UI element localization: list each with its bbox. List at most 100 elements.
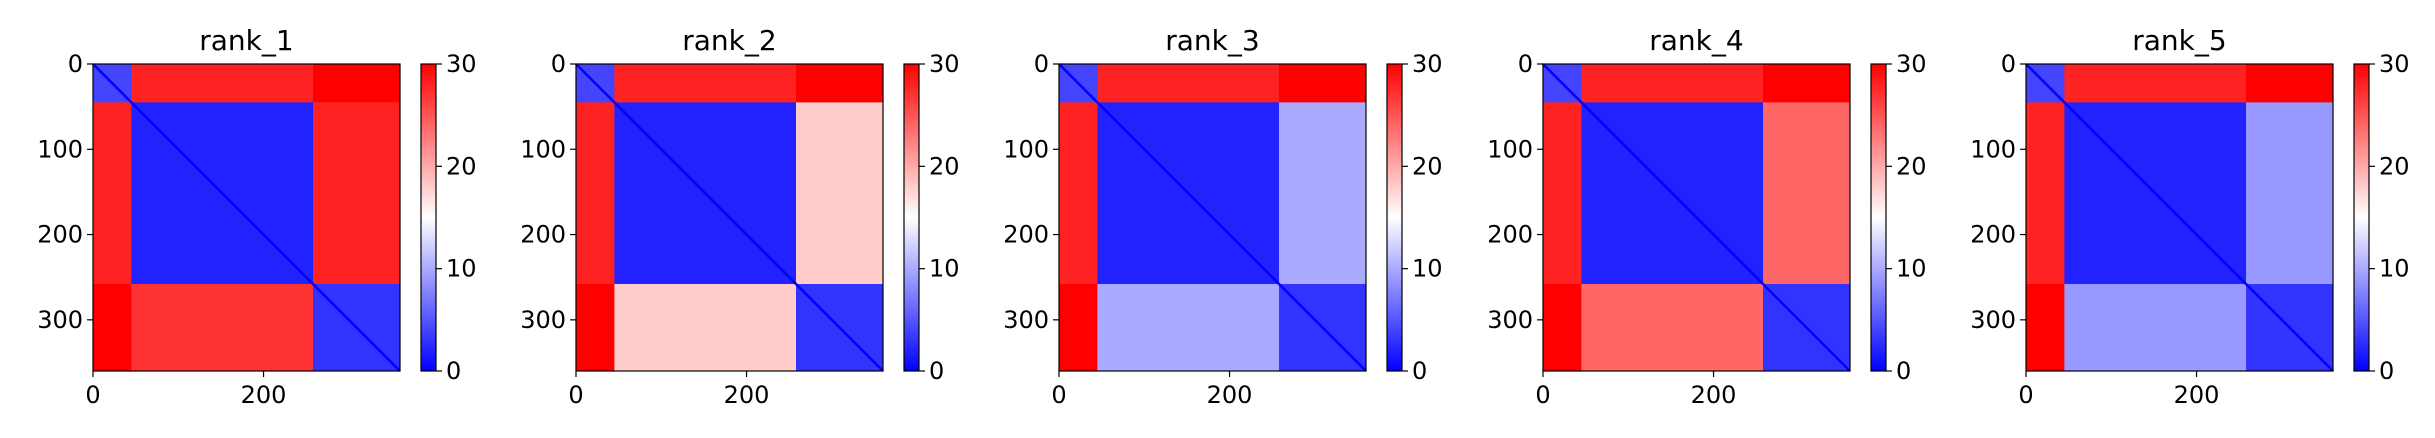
colorbar-tick-label: 10 <box>1896 255 1927 283</box>
heatmap-cell <box>1097 284 1280 372</box>
heatmap-cell <box>1059 102 1098 285</box>
y-tick-label: 0 <box>1034 50 1049 78</box>
panel-rank_4: rank_4 0 100 200 300 0 200 0 10 20 30 <box>1487 24 1926 409</box>
axes-frame <box>2025 63 2334 372</box>
x-tick-label: 200 <box>241 381 287 409</box>
colorbar-tick-label: 0 <box>1412 357 1427 385</box>
heatmap-cell <box>1279 102 1367 285</box>
heatmap-cell <box>2246 102 2334 285</box>
y-tick-label: 0 <box>68 50 83 78</box>
y-tick-label: 200 <box>1970 221 2016 249</box>
heatmap-cell <box>131 64 314 103</box>
colorbar <box>2353 63 2370 372</box>
x-tick-label: 0 <box>85 381 100 409</box>
colorbar <box>903 63 920 372</box>
heatmap-cell <box>2246 64 2334 103</box>
heatmap-diagonal <box>575 63 884 372</box>
colorbar-tick-label: 30 <box>2379 50 2410 78</box>
axes-frame <box>92 63 401 372</box>
panel-title: rank_5 <box>2132 24 2226 57</box>
heatmap-cell <box>2064 284 2247 372</box>
heatmap-cell <box>313 102 401 285</box>
colorbar-tick-label: 10 <box>2379 255 2410 283</box>
x-tick-label: 0 <box>1535 381 1550 409</box>
y-tick-label: 300 <box>520 306 566 334</box>
y-tick-label: 300 <box>1003 306 1049 334</box>
heatmap-cell <box>1543 102 1582 285</box>
heatmap-cell <box>1097 64 1280 103</box>
colorbar-tick-label: 10 <box>446 255 477 283</box>
heatmap-cell <box>1279 64 1367 103</box>
colorbar-tick-label: 10 <box>929 255 960 283</box>
x-tick-label: 200 <box>1691 381 1737 409</box>
panel-rank_5: rank_5 0 100 200 300 0 200 0 10 20 30 <box>1970 24 2409 409</box>
colorbar-tick-label: 20 <box>1896 152 1927 180</box>
axes-frame <box>1542 63 1851 372</box>
y-tick-label: 0 <box>1518 50 1533 78</box>
heatmap-cells <box>576 64 884 372</box>
heatmap-cell <box>796 102 884 285</box>
heatmap-cell <box>1543 284 1582 372</box>
heatmap-cell <box>1581 284 1764 372</box>
colorbar <box>1870 63 1887 372</box>
x-tick-label: 200 <box>1207 381 1253 409</box>
y-tick-label: 0 <box>551 50 566 78</box>
y-tick-label: 300 <box>1970 306 2016 334</box>
y-tick-label: 100 <box>1003 135 1049 163</box>
y-tick-label: 300 <box>1487 306 1533 334</box>
colorbar-tick-label: 20 <box>1412 152 1443 180</box>
panel-title: rank_2 <box>682 24 776 57</box>
colorbar-tick-label: 30 <box>446 50 477 78</box>
colorbar-tick-label: 20 <box>2379 152 2410 180</box>
colorbar <box>420 63 437 372</box>
panel-rank_3: rank_3 0 100 200 300 0 200 0 10 20 30 <box>1003 24 1442 409</box>
colorbar-tick-label: 20 <box>929 152 960 180</box>
heatmap-diagonal <box>1058 63 1367 372</box>
x-tick-label: 0 <box>2018 381 2033 409</box>
panel-title: rank_4 <box>1649 24 1743 57</box>
colorbar-tick-label: 30 <box>1412 50 1443 78</box>
heatmap-diagonal <box>1542 63 1851 372</box>
y-tick-label: 300 <box>37 306 83 334</box>
y-tick-label: 200 <box>1003 221 1049 249</box>
panel-rank_1: rank_1 0 100 200 300 0 200 0 10 20 30 <box>37 24 476 409</box>
heatmap-cell <box>313 64 401 103</box>
heatmap-cell <box>2026 284 2065 372</box>
colorbar-tick-label: 0 <box>929 357 944 385</box>
heatmap-cell <box>1581 64 1764 103</box>
heatmap-cell <box>614 284 797 372</box>
colorbar-tick-label: 30 <box>929 50 960 78</box>
heatmap-cell <box>576 284 615 372</box>
x-tick-label: 0 <box>1051 381 1066 409</box>
heatmap-diagonal <box>2025 63 2334 372</box>
heatmap-cell <box>2064 64 2247 103</box>
x-tick-label: 0 <box>568 381 583 409</box>
heatmap-cell <box>131 284 314 372</box>
axes-frame <box>575 63 884 372</box>
heatmap-cell <box>576 102 615 285</box>
y-tick-label: 200 <box>520 221 566 249</box>
heatmap-cell <box>796 64 884 103</box>
x-tick-label: 200 <box>2174 381 2220 409</box>
colorbar-tick-label: 0 <box>446 357 461 385</box>
colorbar-tick-label: 0 <box>1896 357 1911 385</box>
x-tick-label: 200 <box>724 381 770 409</box>
heatmap-cell <box>2026 102 2065 285</box>
colorbar <box>1386 63 1403 372</box>
panel-title: rank_3 <box>1165 24 1259 57</box>
heatmap-cell <box>1059 284 1098 372</box>
heatmap-diagonal <box>92 63 401 372</box>
heatmap-cell <box>93 284 132 372</box>
panel-title: rank_1 <box>199 24 293 57</box>
heatmap-cell <box>93 102 132 285</box>
colorbar-tick-label: 10 <box>1412 255 1443 283</box>
y-tick-label: 100 <box>37 135 83 163</box>
y-tick-label: 100 <box>1487 135 1533 163</box>
colorbar-tick-label: 20 <box>446 152 477 180</box>
y-tick-label: 100 <box>520 135 566 163</box>
colorbar-tick-label: 30 <box>1896 50 1927 78</box>
colorbar-tick-label: 0 <box>2379 357 2394 385</box>
y-tick-label: 200 <box>1487 221 1533 249</box>
y-tick-label: 0 <box>2001 50 2016 78</box>
